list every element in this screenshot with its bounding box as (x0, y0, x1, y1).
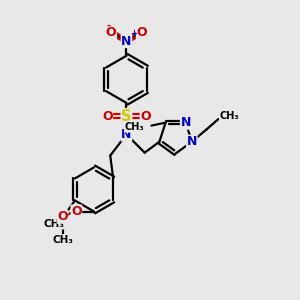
Text: O: O (57, 210, 68, 223)
Text: CH₃: CH₃ (52, 235, 73, 245)
Text: CH₃: CH₃ (220, 111, 239, 121)
Text: O: O (102, 110, 112, 123)
Text: S: S (121, 109, 132, 124)
Text: CH₃: CH₃ (44, 219, 65, 229)
Text: CH₃: CH₃ (124, 122, 144, 132)
Text: -: - (106, 21, 110, 31)
Text: O: O (136, 26, 147, 39)
Text: N: N (121, 34, 132, 48)
Text: O: O (106, 26, 116, 39)
Text: +: + (130, 29, 137, 38)
Text: O: O (140, 110, 151, 123)
Text: N: N (121, 128, 132, 141)
Text: O: O (71, 205, 82, 218)
Text: N: N (187, 135, 197, 148)
Text: N: N (181, 116, 191, 129)
